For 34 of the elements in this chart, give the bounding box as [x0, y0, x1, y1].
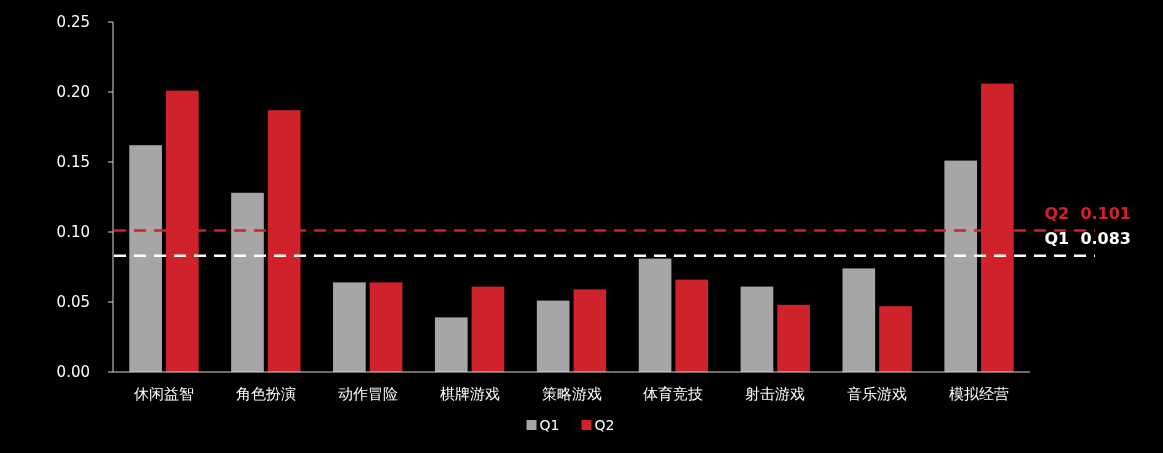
- ref-line-label: Q1 0.083: [1044, 228, 1131, 248]
- bar: [369, 282, 403, 372]
- bar: [675, 279, 709, 372]
- bar: [129, 145, 162, 372]
- x-tick-label: 角色扮演: [235, 385, 296, 403]
- legend-label: Q1: [539, 416, 560, 433]
- bar: [434, 317, 468, 372]
- x-tick-label: 音乐游戏: [847, 385, 908, 403]
- x-tick-label: 动作冒险: [337, 385, 398, 403]
- bar: [879, 306, 912, 372]
- y-tick-label: 0.10: [56, 223, 90, 242]
- x-tick-label: 射击游戏: [745, 385, 806, 403]
- bar: [944, 160, 978, 372]
- bar: [231, 192, 264, 372]
- bar: [333, 282, 366, 372]
- y-tick-label: 0.05: [56, 293, 90, 312]
- bar: [573, 289, 607, 372]
- bar: [842, 268, 876, 372]
- y-tick-label: 0.00: [56, 363, 90, 382]
- x-tick-label: 策略游戏: [541, 385, 602, 403]
- x-tick-label: 棋牌游戏: [439, 385, 500, 403]
- y-tick-label: 0.20: [56, 83, 90, 102]
- bar: [471, 286, 505, 372]
- ref-line-label: Q2 0.101: [1044, 203, 1131, 223]
- bar: [536, 300, 570, 372]
- legend-label: Q2: [594, 416, 615, 433]
- y-tick-label: 0.25: [56, 13, 90, 32]
- x-tick-label: 模拟经营: [949, 385, 1010, 403]
- bar: [740, 286, 774, 372]
- bar: [777, 304, 810, 372]
- bar: [638, 258, 672, 372]
- x-tick-label: 休闲益智: [133, 385, 194, 403]
- y-tick-label: 0.15: [56, 153, 90, 172]
- x-tick-label: 体育竞技: [643, 385, 704, 403]
